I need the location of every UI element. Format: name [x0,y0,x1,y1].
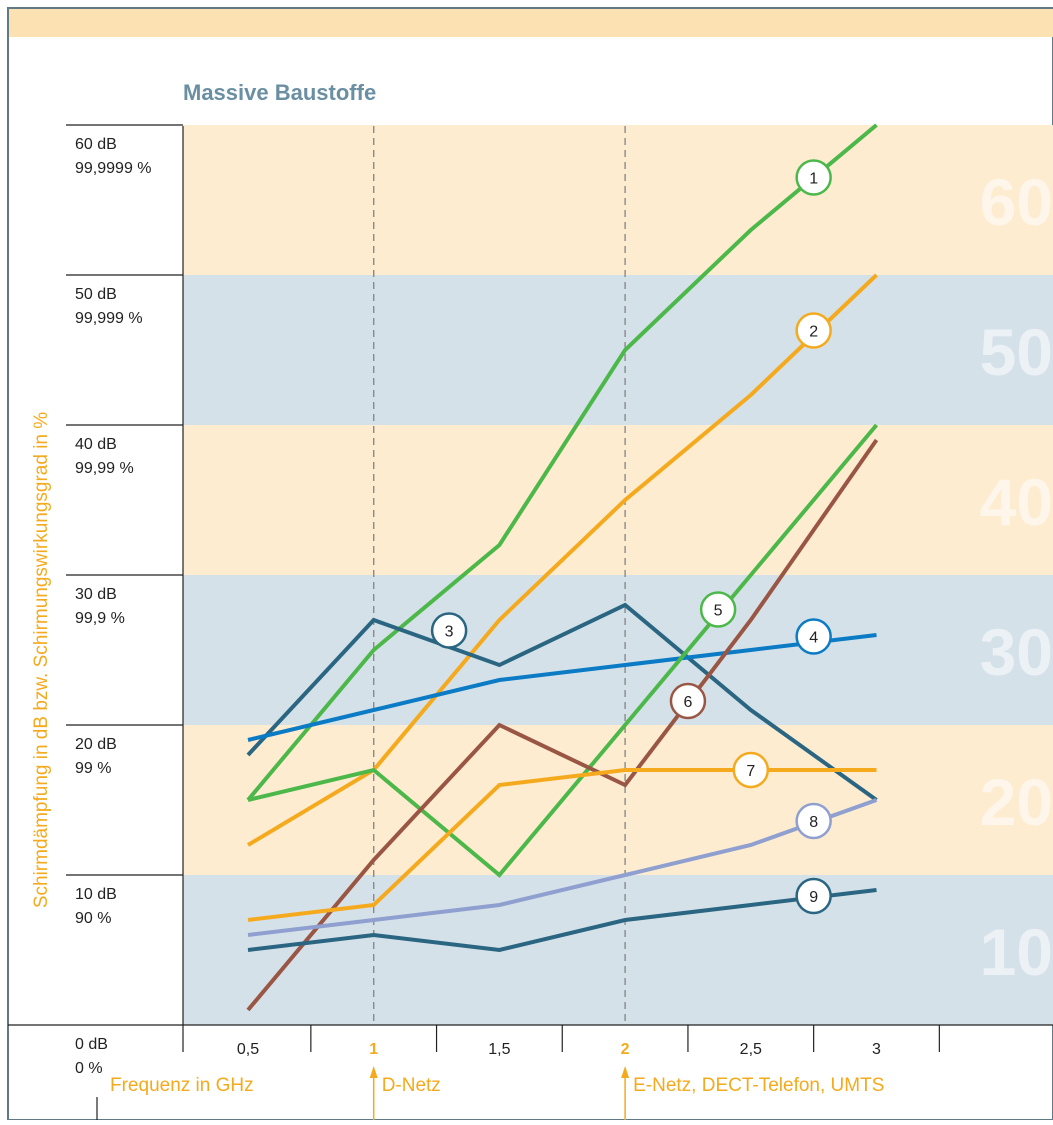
marker-label: D-Netz [382,1075,441,1096]
y-tick-label-pct: 0 % [75,1060,103,1077]
series-badge-label-9: 9 [809,889,818,906]
series-badge-2 [795,312,832,349]
series-line-3 [246,602,878,802]
y-tick-label-pct: 99,999 % [75,310,143,327]
y-tick-label-db: 60 dB [75,136,117,153]
series-line-8 [247,798,878,937]
series-line-4 [247,633,877,742]
chart-title: Massive Baustoffe [183,80,376,105]
series-group [246,123,879,1012]
x-tick-label: 2 [621,1041,630,1058]
x-tick-label: 1,5 [488,1041,510,1058]
series-badge-label-3: 3 [445,624,454,641]
y-tick-label-db: 0 dB [75,1036,108,1053]
series-line-2 [246,273,878,847]
marker-labels: D-Netz E-Netz, DECT-Telefon, UMTS [369,1066,884,1120]
band-60 [183,125,1053,275]
series-badge-4 [795,618,832,655]
series-line-7 [247,768,877,922]
series-badge-8 [795,802,832,840]
series-badge-9 [795,877,832,915]
band-label-30: 30 [980,615,1053,689]
series-line-5 [247,423,879,878]
y-tick-label-db: 40 dB [75,436,117,453]
y-tick-label-db: 10 dB [75,886,117,903]
series-badge-label-2: 2 [809,324,818,341]
series-line-1 [246,123,878,802]
y-tick-label-pct: 99,9 % [75,610,125,627]
series-badge-1 [795,159,832,196]
series-badge-6 [669,682,707,720]
band-label-10: 10 [980,915,1053,989]
band-40 [183,425,1053,575]
marker-arrow-head [369,1066,378,1078]
y-tick-label-db: 20 dB [75,736,117,753]
y-tick-label-pct: 99,9999 % [75,160,152,177]
band-20 [183,725,1053,875]
x-axis-label: Frequenz in GHz [110,1075,254,1096]
series-badge-label-1: 1 [809,171,818,188]
series-badge-label-5: 5 [714,603,723,620]
y-tick-label-pct: 90 % [75,910,111,927]
top-banner [9,9,1053,37]
band-label-50: 50 [980,315,1053,389]
series-badge-7 [732,751,770,789]
band-label-40: 40 [980,465,1053,539]
x-tick-label: 2,5 [740,1041,762,1058]
x-tick-label: 3 [872,1041,881,1058]
series-line-9 [247,888,877,953]
series-badge-5 [699,591,737,628]
band-30 [183,575,1053,725]
y-tick-label-pct: 99 % [75,760,111,777]
series-line-6 [246,438,879,1012]
band-10 [183,875,1053,1025]
series-badges: 1 2 3 4 5 6 7 8 9 [430,159,832,915]
band-50 [183,275,1053,425]
x-ticks: 0,5 1 1,5 2 2,5 3 [182,1025,940,1058]
y-tick-labels: 0 dB 0 % 10 dB 90 % 20 dB 99 % 30 dB 99,9 % 40 d… [75,136,152,1077]
y-tick-label-db: 50 dB [75,286,117,303]
series-badge-3 [430,612,468,649]
series-badge-label-6: 6 [683,694,692,711]
marker-label: E-Netz, DECT-Telefon, UMTS [633,1075,884,1096]
series-badge-label-4: 4 [809,630,818,647]
marker-arrow-head [621,1066,630,1078]
band-label-20: 20 [980,765,1053,839]
series-badge-label-7: 7 [746,763,755,780]
y-axis-label: Schirmdämpfung in dB bzw. Schirmungswirk… [31,412,52,908]
x-tick-label: 1 [369,1041,378,1058]
y-tick-label-db: 30 dB [75,586,117,603]
band-label-60: 60 [980,165,1053,239]
background-bands [183,125,1053,1025]
y-tick-label-pct: 99,99 % [75,460,134,477]
y-tick-lines [66,124,183,876]
band-labels: 10 20 30 40 50 60 [980,165,1053,989]
x-tick-label: 0,5 [237,1041,259,1058]
series-badge-label-8: 8 [809,814,818,831]
